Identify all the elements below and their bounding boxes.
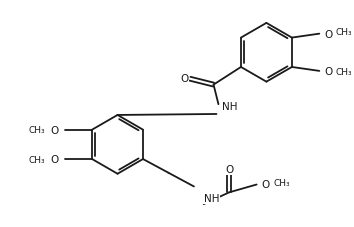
Text: O: O [51,125,59,135]
Text: O: O [51,154,59,164]
Text: O: O [262,179,270,189]
Text: NH: NH [204,193,219,203]
Text: O: O [225,164,233,174]
Text: CH₃: CH₃ [28,155,45,164]
Text: CH₃: CH₃ [273,178,290,187]
Text: NH: NH [222,102,238,112]
Text: CH₃: CH₃ [28,126,45,135]
Text: O: O [324,67,332,76]
Text: O: O [324,30,332,39]
Text: O: O [180,73,188,83]
Text: CH₃: CH₃ [336,28,353,37]
Text: CH₃: CH₃ [336,68,353,77]
